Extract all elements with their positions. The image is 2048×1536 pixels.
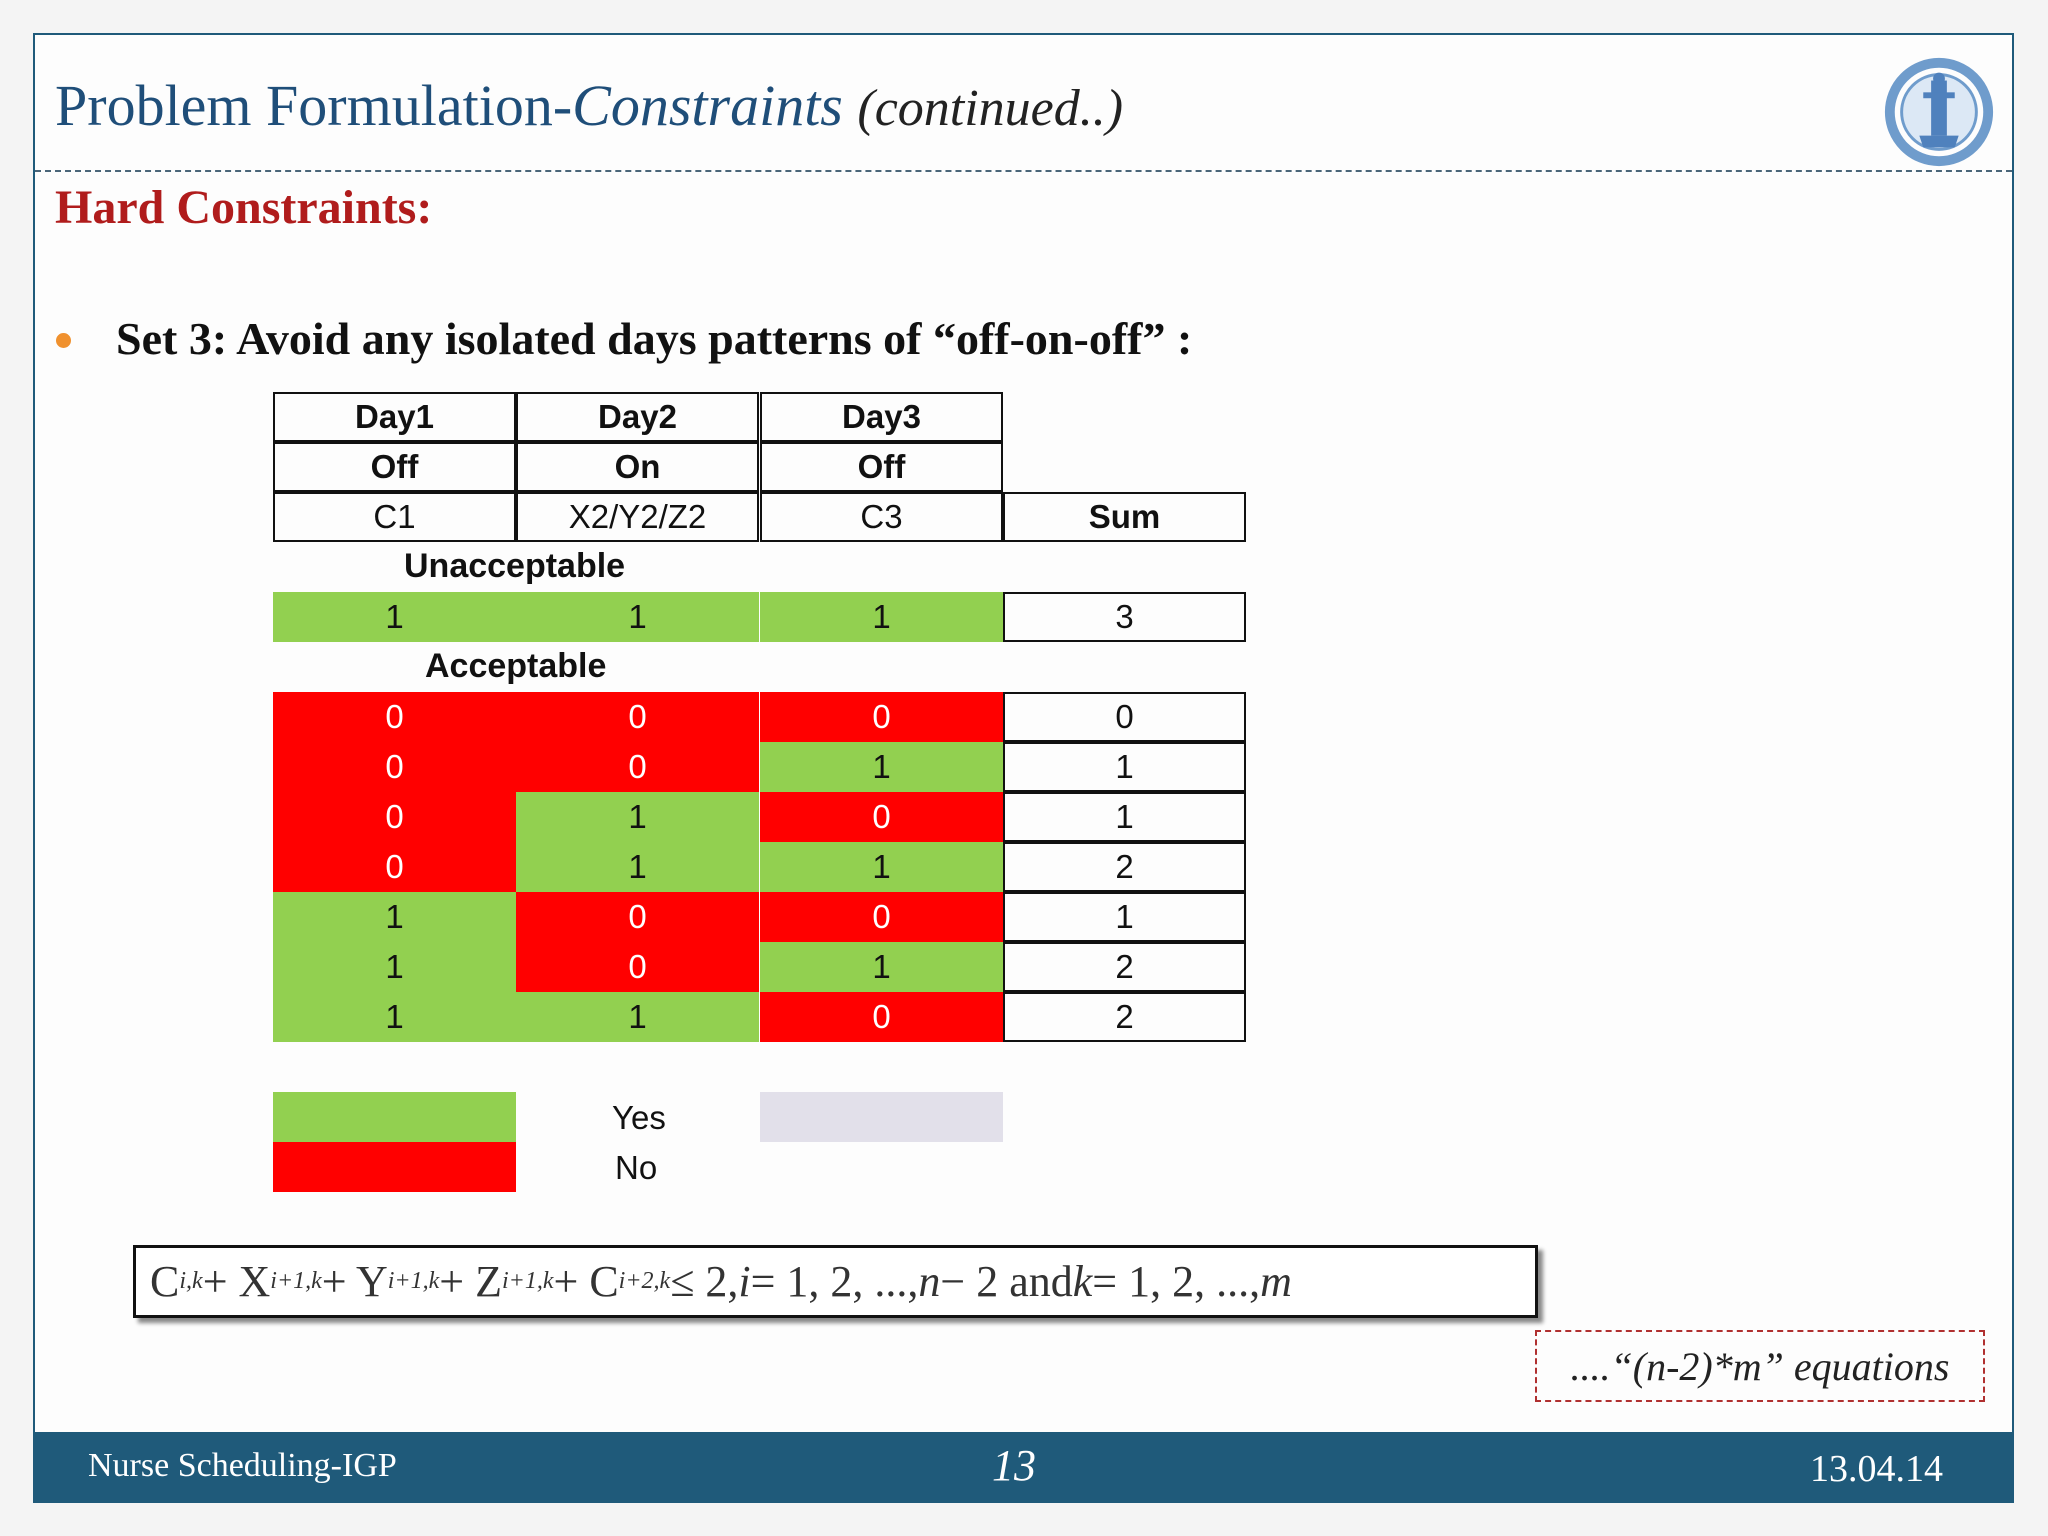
table-cell: 0: [273, 692, 516, 742]
table-cell: 0: [516, 742, 759, 792]
table-cell: 0: [516, 942, 759, 992]
state-header: Off: [273, 442, 516, 492]
page-number: 13: [992, 1441, 1036, 1490]
formula-y: + Y: [321, 1257, 388, 1306]
slide-title: Problem Formulation-Constraints (continu…: [55, 72, 1123, 139]
formula-and: − 2 and: [940, 1257, 1073, 1306]
table-cell: 1: [516, 992, 759, 1042]
sum-cell: 1: [1003, 792, 1246, 842]
university-logo-icon: [1884, 57, 1994, 167]
table-cell: 1: [516, 592, 759, 642]
formula-n: n: [918, 1257, 941, 1306]
day-header: Day1: [273, 392, 516, 442]
state-header: On: [516, 442, 759, 492]
legend-gray-swatch: [760, 1092, 1003, 1142]
variable-header: X2/Y2/Z2: [516, 492, 759, 542]
variable-header: C3: [760, 492, 1003, 542]
footer-title: Nurse Scheduling-IGP: [88, 1447, 397, 1484]
formula-sub: i,k: [179, 1268, 203, 1294]
formula-i: i: [738, 1257, 751, 1306]
formula-x: + X: [202, 1257, 271, 1306]
table-cell: 1: [760, 592, 1003, 642]
sum-cell: 2: [1003, 992, 1246, 1042]
legend-no-swatch: [273, 1142, 516, 1192]
sum-cell: 1: [1003, 892, 1246, 942]
legend-no-label: No: [615, 1149, 658, 1186]
formula-sub: i+2,k: [618, 1268, 671, 1294]
table-cell: 1: [273, 992, 516, 1042]
state-header: Off: [760, 442, 1003, 492]
table-cell: 1: [273, 592, 516, 642]
footer-date: 13.04.14: [1810, 1448, 1943, 1490]
formula-sub: i+1,k: [270, 1268, 322, 1294]
title-divider: [35, 170, 2012, 172]
sum-cell: 2: [1003, 842, 1246, 892]
table-cell: 0: [273, 792, 516, 842]
table-cell: 0: [516, 692, 759, 742]
formula-c2: + C: [553, 1257, 619, 1306]
table-cell: 0: [760, 992, 1003, 1042]
formula-z: + Z: [439, 1257, 502, 1306]
bullet-dot-icon: [56, 333, 71, 348]
variable-header: C1: [273, 492, 516, 542]
day-header: Day2: [516, 392, 759, 442]
acceptable-label: Acceptable: [425, 647, 607, 685]
title-suffix: (continued..): [857, 80, 1124, 137]
day-header: Day3: [760, 392, 1003, 442]
table-cell: 1: [760, 742, 1003, 792]
formula-sub: i+1,k: [387, 1268, 440, 1294]
table-cell: 0: [760, 792, 1003, 842]
sum-header: Sum: [1003, 492, 1246, 542]
table-cell: 0: [760, 692, 1003, 742]
legend-yes-label: Yes: [612, 1099, 666, 1136]
sum-cell: 2: [1003, 942, 1246, 992]
formula-range: = 1, 2, ...,: [750, 1257, 919, 1306]
formula-range2: = 1, 2, ...,: [1092, 1257, 1261, 1306]
sum-cell: 3: [1003, 592, 1246, 642]
formula-sub: i+1,k: [501, 1268, 554, 1294]
section-heading: Hard Constraints:: [55, 181, 433, 234]
formula-k: k: [1072, 1257, 1093, 1306]
footer-bar: [33, 1432, 2014, 1503]
table-cell: 1: [273, 892, 516, 942]
formula-leq: ≤ 2,: [670, 1257, 739, 1306]
table-cell: 0: [516, 892, 759, 942]
unacceptable-label: Unacceptable: [404, 547, 626, 585]
formula-c: C: [150, 1257, 180, 1306]
title-italic: Constraints: [572, 73, 843, 138]
table-cell: 0: [273, 742, 516, 792]
table-cell: 1: [760, 942, 1003, 992]
table-cell: 0: [760, 892, 1003, 942]
table-cell: 1: [516, 842, 759, 892]
legend-yes-swatch: [273, 1092, 516, 1142]
equations-note: ....“(n-2)*m” equations: [1535, 1330, 1985, 1402]
table-cell: 0: [273, 842, 516, 892]
sum-cell: 1: [1003, 742, 1246, 792]
sum-cell: 0: [1003, 692, 1246, 742]
title-main: Problem Formulation-: [55, 73, 573, 138]
formula-m: m: [1260, 1257, 1292, 1306]
bullet-text: Set 3: Avoid any isolated days patterns …: [116, 313, 1193, 364]
table-cell: 1: [273, 942, 516, 992]
table-cell: 1: [760, 842, 1003, 892]
table-cell: 1: [516, 792, 759, 842]
